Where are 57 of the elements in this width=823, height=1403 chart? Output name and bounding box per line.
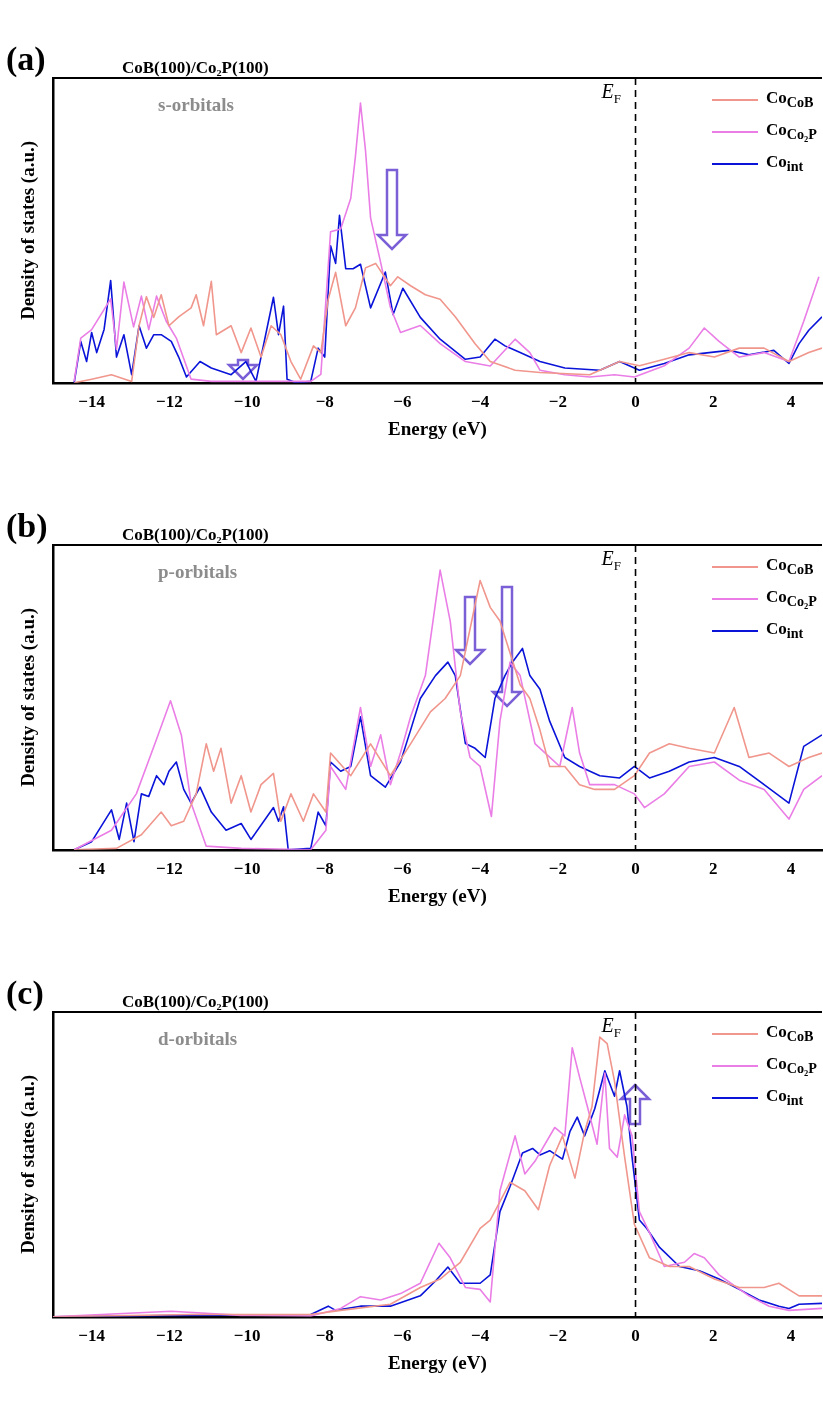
x-tick-label: 0 bbox=[631, 859, 640, 879]
y-axis-title: Density of states (a.u.) bbox=[17, 607, 40, 787]
x-tick-label: −6 bbox=[393, 1326, 412, 1346]
x-tick-label: −4 bbox=[471, 859, 490, 879]
chart-subtitle: p-orbitals bbox=[158, 561, 238, 583]
legend-label: Co$_{Co₂P}$ bbox=[766, 120, 817, 144]
legend-label: Co$_{CoB}$ bbox=[766, 555, 814, 579]
x-tick-label: 2 bbox=[708, 392, 718, 412]
x-tick-label: −4 bbox=[471, 1326, 490, 1346]
ref-line-label: E$_{F}$ bbox=[601, 80, 621, 107]
chart-title: CoB(100)/Co₂P(100) bbox=[122, 58, 269, 78]
x-tick-label: −12 bbox=[156, 1326, 183, 1346]
x-tick-label: −14 bbox=[78, 859, 106, 879]
legend-label: Co$_{int}$ bbox=[766, 619, 804, 643]
x-tick-label: 4 bbox=[786, 392, 796, 412]
x-tick-label: −6 bbox=[393, 392, 412, 412]
legend-label: Co$_{CoB}$ bbox=[766, 1022, 814, 1046]
x-tick-label: −8 bbox=[315, 859, 334, 879]
x-tick-label: 2 bbox=[708, 1326, 718, 1346]
x-tick-label: −14 bbox=[78, 1326, 106, 1346]
chart-title: CoB(100)/Co₂P(100) bbox=[122, 992, 269, 1012]
x-tick-label: −14 bbox=[78, 392, 106, 412]
x-tick-label: −2 bbox=[548, 392, 567, 412]
x-axis-title: Energy (eV) bbox=[388, 884, 487, 907]
x-tick-label: −2 bbox=[548, 859, 567, 879]
x-tick-label: −4 bbox=[471, 392, 490, 412]
x-tick-label: 4 bbox=[786, 1326, 796, 1346]
x-tick-label: 0 bbox=[631, 1326, 640, 1346]
x-tick-label: −10 bbox=[233, 1326, 261, 1346]
chart-subtitle: d-orbitals bbox=[158, 1028, 238, 1050]
legend-label: Co$_{CoB}$ bbox=[766, 88, 814, 112]
legend-label: Co$_{int}$ bbox=[766, 1086, 804, 1110]
legend-label: Co$_{Co₂P}$ bbox=[766, 587, 817, 611]
x-axis-title: Energy (eV) bbox=[388, 417, 487, 440]
x-tick-label: −12 bbox=[156, 859, 183, 879]
legend-label: Co$_{int}$ bbox=[766, 152, 804, 176]
x-tick-label: 0 bbox=[631, 392, 640, 412]
legend-label: Co$_{Co₂P}$ bbox=[766, 1054, 817, 1078]
x-tick-label: 2 bbox=[708, 859, 718, 879]
x-tick-label: −6 bbox=[393, 859, 412, 879]
ref-line-label: E$_{F}$ bbox=[601, 547, 621, 574]
ref-line-label: E$_{F}$ bbox=[601, 1014, 621, 1041]
text: (b) bbox=[6, 507, 48, 545]
x-tick-label: −10 bbox=[233, 859, 261, 879]
x-tick-label: −10 bbox=[233, 392, 261, 412]
x-tick-label: −12 bbox=[156, 392, 183, 412]
y-axis-title: Density of states (a.u.) bbox=[17, 140, 40, 320]
x-tick-label: 4 bbox=[786, 859, 796, 879]
x-tick-label: −8 bbox=[315, 1326, 334, 1346]
text: (c) bbox=[6, 974, 44, 1012]
chart-subtitle: s-orbitals bbox=[158, 94, 234, 116]
text: (a) bbox=[6, 40, 46, 78]
x-axis-title: Energy (eV) bbox=[388, 1351, 487, 1374]
x-tick-label: −2 bbox=[548, 1326, 567, 1346]
y-axis-title: Density of states (a.u.) bbox=[17, 1074, 40, 1254]
chart-title: CoB(100)/Co₂P(100) bbox=[122, 525, 269, 545]
x-tick-label: −8 bbox=[315, 392, 334, 412]
